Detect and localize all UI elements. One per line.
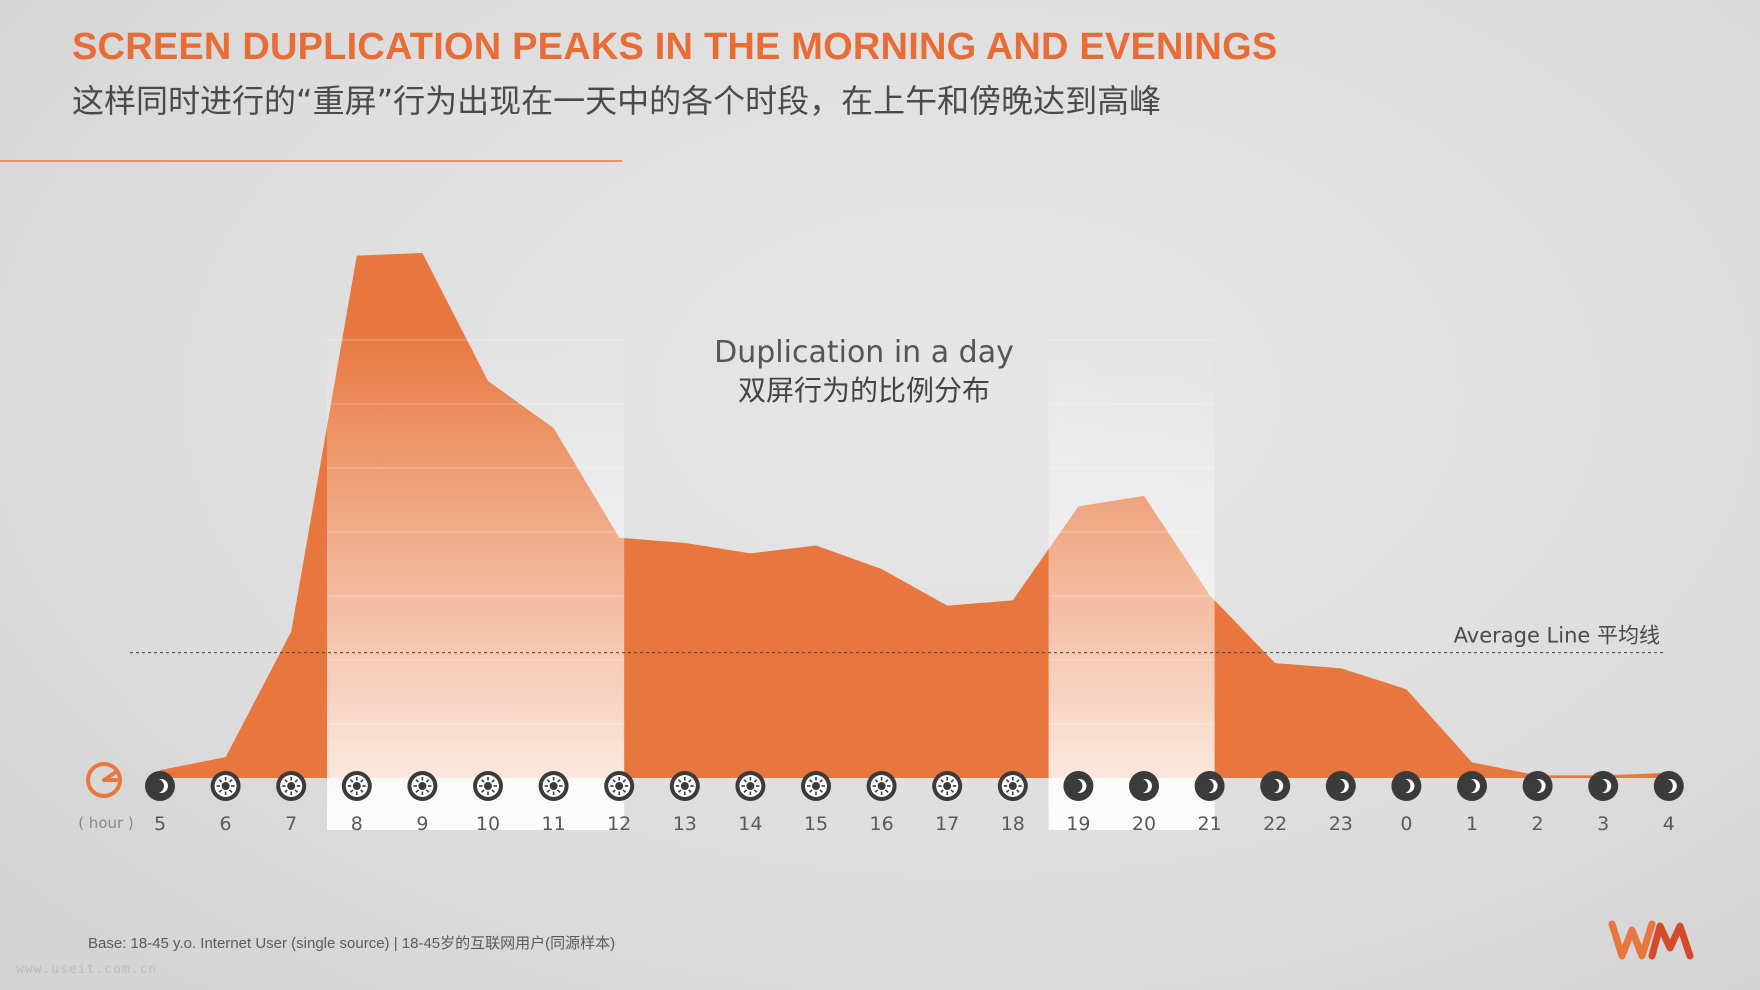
moon-icon xyxy=(1129,771,1159,801)
sun-icon xyxy=(276,771,307,801)
highlight-band-1 xyxy=(327,330,625,830)
x-unit-label: ( hour ) xyxy=(78,814,134,832)
sun-icon xyxy=(538,771,569,801)
x-tick-label: 20 xyxy=(1132,813,1156,835)
x-tick-label: 17 xyxy=(935,813,959,835)
chart-subtitle: 双屏行为的比例分布 xyxy=(738,374,990,407)
moon-icon xyxy=(1063,771,1094,801)
x-tick-label: 0 xyxy=(1400,813,1412,835)
watermark: www.useit.com.cn xyxy=(16,962,158,977)
x-tick-label: 21 xyxy=(1198,813,1222,835)
x-tick-label: 10 xyxy=(476,813,500,835)
sun-icon xyxy=(735,771,766,801)
clock-icon xyxy=(86,762,122,798)
x-tick-label: 23 xyxy=(1329,813,1353,835)
average-line-label: Average Line 平均线 xyxy=(1454,624,1660,648)
moon-icon xyxy=(1260,771,1291,801)
x-tick-label: 8 xyxy=(351,813,363,835)
x-tick-label: 9 xyxy=(416,813,428,835)
x-tick-label: 4 xyxy=(1663,813,1675,835)
sun-icon xyxy=(932,771,963,801)
x-tick-label: 19 xyxy=(1066,813,1090,835)
x-tick-label: 14 xyxy=(738,813,762,835)
sun-icon xyxy=(341,771,372,801)
moon-icon xyxy=(1653,771,1684,801)
x-tick-label: 16 xyxy=(870,813,894,835)
x-tick-label: 1 xyxy=(1466,813,1478,835)
title-divider xyxy=(0,160,622,162)
x-tick-label: 6 xyxy=(220,813,232,835)
sun-icon xyxy=(669,771,700,801)
x-tick-label: 7 xyxy=(285,813,297,835)
sun-icon xyxy=(801,771,831,801)
sun-icon xyxy=(604,771,635,801)
highlight-band-2 xyxy=(1048,330,1215,830)
moon-icon xyxy=(1391,771,1422,801)
x-tick-label: 5 xyxy=(154,813,166,835)
moon-icon xyxy=(1325,771,1356,801)
x-tick-label: 11 xyxy=(542,813,566,835)
moon-icon xyxy=(1457,771,1487,801)
sun-icon xyxy=(866,771,897,801)
sun-icon xyxy=(210,771,241,801)
moon-icon xyxy=(1588,771,1619,801)
page-title-cn: 这样同时进行的“重屏”行为出现在一天中的各个时段，在上午和傍晚达到高峰 xyxy=(72,82,1162,120)
moon-icon xyxy=(1522,771,1553,801)
base-footnote: Base: 18-45 y.o. Internet User (single s… xyxy=(88,935,616,952)
sun-icon xyxy=(473,771,503,801)
page-title-en: SCREEN DUPLICATION PEAKS IN THE MORNING … xyxy=(72,26,1278,68)
moon-icon xyxy=(145,771,175,801)
x-tick-label: 12 xyxy=(607,813,631,835)
x-tick-label: 3 xyxy=(1597,813,1609,835)
sun-icon xyxy=(407,771,438,801)
wm-logo xyxy=(1608,920,1694,960)
x-tick-label: 13 xyxy=(673,813,697,835)
x-tick-label: 15 xyxy=(804,813,828,835)
x-tick-label: 18 xyxy=(1001,813,1025,835)
chart-title: Duplication in a day xyxy=(714,335,1014,370)
moon-icon xyxy=(1194,771,1225,801)
x-tick-label: 2 xyxy=(1532,813,1544,835)
sun-icon xyxy=(997,771,1028,801)
x-tick-label: 22 xyxy=(1263,813,1287,835)
